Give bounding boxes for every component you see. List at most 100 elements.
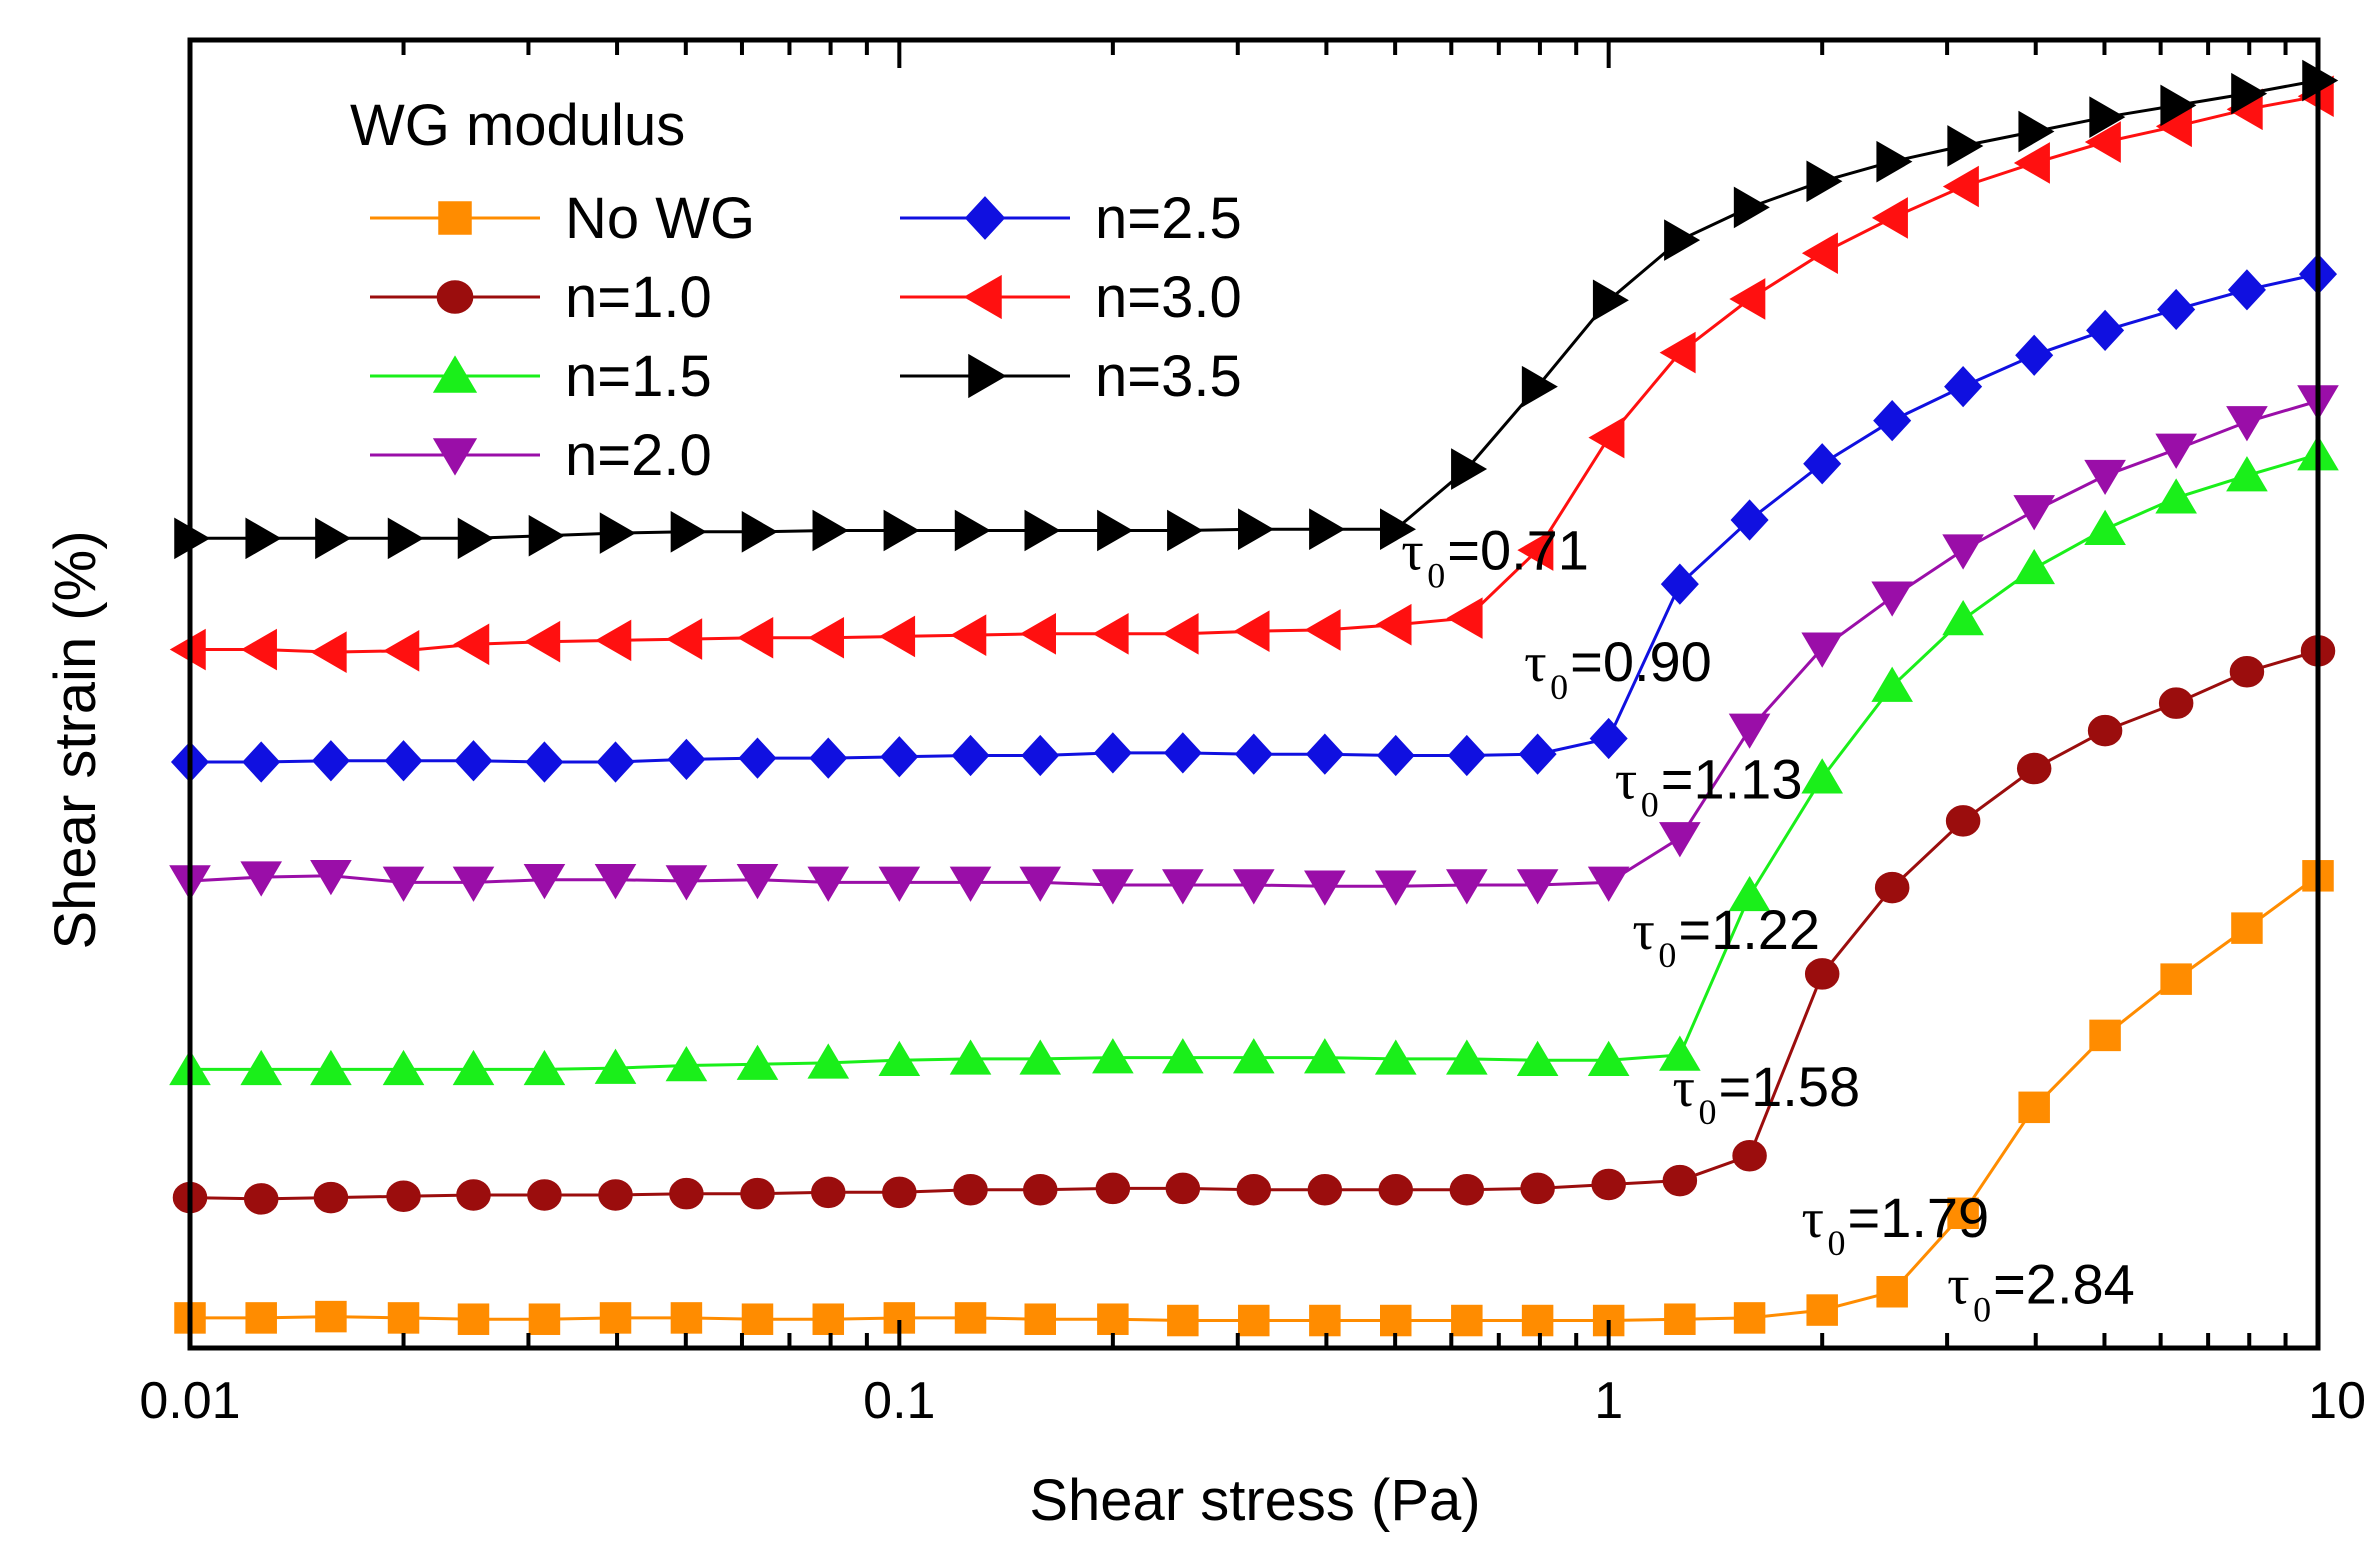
- data-point: [1167, 509, 1204, 552]
- data-point: [665, 1045, 708, 1082]
- x-tick-label: 0.1: [863, 1372, 935, 1430]
- data-point: [1587, 1040, 1630, 1076]
- data-point: [1234, 733, 1273, 775]
- data-point: [1162, 613, 1199, 655]
- data-point: [2013, 142, 2050, 184]
- data-point: [1871, 666, 1913, 702]
- data-point: [1451, 448, 1488, 490]
- data-point: [949, 866, 992, 902]
- data-point: [456, 1179, 491, 1211]
- data-point: [1945, 805, 1981, 837]
- data-point: [2231, 912, 2263, 944]
- data-point: [953, 1173, 988, 1206]
- data-point: [1806, 160, 1843, 203]
- legend-item: n=3.5: [900, 344, 1242, 409]
- data-point: [1305, 733, 1344, 775]
- data-point: [242, 741, 281, 783]
- legend: WG modulus No WG n=1.0 n=1.5 n=2.0 n=2.5 n=3.…: [350, 93, 1242, 488]
- data-point: [880, 736, 919, 778]
- data-point: [1236, 1173, 1272, 1206]
- data-point: [1309, 508, 1346, 550]
- data-point: [1232, 1038, 1275, 1074]
- data-point: [1019, 866, 1062, 902]
- tau-value: =1.58: [1718, 1055, 1860, 1118]
- data-point: [2155, 478, 2197, 514]
- data-point: [2227, 269, 2266, 311]
- data-point: [457, 1303, 490, 1335]
- data-point: [1233, 610, 1270, 653]
- data-point: [1659, 822, 1701, 858]
- data-point: [2160, 963, 2192, 995]
- data-point: [1380, 1304, 1412, 1337]
- data-point: [2158, 687, 2194, 719]
- data-point: [2018, 110, 2055, 153]
- data-point: [1521, 1304, 1554, 1337]
- data-point: [2013, 548, 2055, 585]
- data-point: [452, 866, 495, 902]
- series-n-2-5: [170, 253, 2338, 783]
- data-point: [808, 616, 845, 659]
- data-point: [738, 737, 777, 779]
- data-point: [879, 615, 916, 658]
- series-n-2-0: [169, 385, 2339, 906]
- data-point: [878, 866, 921, 902]
- data-point: [2018, 1091, 2050, 1124]
- data-point: [2084, 459, 2126, 496]
- data-point: [1019, 613, 1056, 655]
- data-point: [1659, 1035, 1701, 1071]
- tau-subscript: 0: [1641, 785, 1659, 825]
- tick-layer: 0.01 0.1 1 10: [139, 40, 2366, 1430]
- data-point: [1521, 365, 1558, 408]
- legend-item: n=1.5: [370, 344, 712, 409]
- data-point: [457, 517, 494, 560]
- data-point: [1801, 632, 1844, 668]
- data-point: [384, 740, 423, 782]
- x-tick-label: 10: [2308, 1372, 2366, 1430]
- tau-value: =0.90: [1570, 630, 1712, 693]
- data-point: [1664, 219, 1701, 261]
- data-point: [1801, 232, 1838, 275]
- tau-symbol: τ: [1672, 1057, 1695, 1119]
- data-point: [740, 1177, 775, 1210]
- tau-subscript: 0: [1550, 667, 1568, 707]
- data-point: [1662, 1164, 1698, 1197]
- data-point: [737, 616, 774, 659]
- data-point: [310, 631, 347, 673]
- data-point: [240, 628, 277, 671]
- data-point: [454, 740, 493, 782]
- data-point: [811, 1176, 846, 1209]
- data-point: [1591, 1168, 1626, 1201]
- legend-label: n=1.5: [565, 344, 712, 409]
- data-point: [2086, 309, 2125, 351]
- data-point: [1947, 1197, 1979, 1230]
- data-point: [2160, 84, 2197, 127]
- data-point: [1162, 1038, 1204, 1074]
- data-point: [666, 618, 703, 660]
- data-point: [1660, 563, 1699, 605]
- data-point: [736, 863, 779, 900]
- data-point: [523, 863, 566, 900]
- data-point: [1728, 713, 1771, 749]
- data-point: [1449, 1173, 1485, 1206]
- legend-marker: [436, 280, 474, 314]
- data-point: [382, 866, 425, 902]
- data-point: [1446, 869, 1488, 905]
- tau0-annotation: τ 0 =0.71: [1401, 519, 1589, 596]
- legend-label: n=3.0: [1095, 265, 1242, 330]
- tau-value: =2.84: [1993, 1253, 2135, 1316]
- data-point: [1944, 366, 1983, 408]
- data-point: [1516, 1040, 1559, 1076]
- tau-subscript: 0: [1973, 1290, 1991, 1330]
- x-tick-label: 0.01: [139, 1372, 240, 1430]
- data-point: [883, 509, 920, 552]
- data-point: [1092, 1038, 1134, 1074]
- data-point: [382, 1049, 425, 1086]
- legend-item: n=3.0: [900, 265, 1242, 330]
- data-point: [2229, 656, 2265, 688]
- data-point: [1518, 733, 1557, 775]
- data-point: [2016, 752, 2052, 785]
- data-point: [669, 1177, 704, 1210]
- legend-marker: [963, 274, 1002, 320]
- data-point: [1587, 866, 1630, 902]
